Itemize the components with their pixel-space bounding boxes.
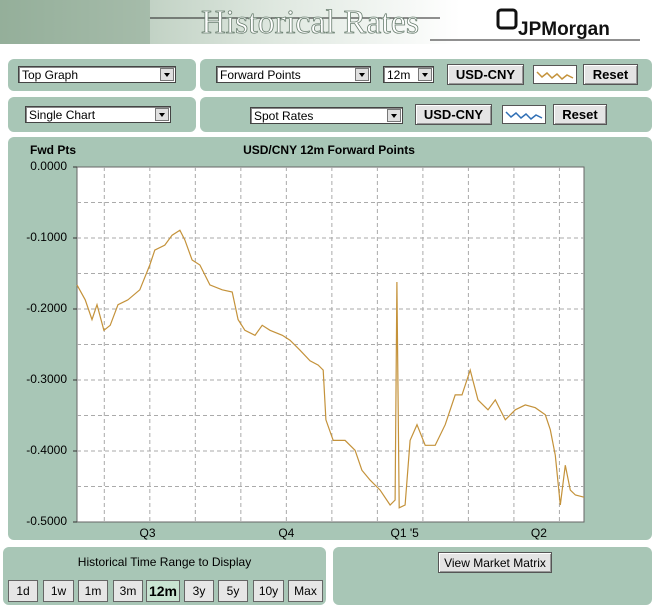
range-title: Historical Time Range to Display bbox=[77, 555, 252, 569]
y-tick-label: -0.5000 bbox=[26, 514, 67, 528]
y-tick-label: -0.2000 bbox=[26, 301, 67, 315]
y-tick-label: -0.4000 bbox=[26, 443, 67, 457]
range-button[interactable]: 3y bbox=[184, 580, 214, 602]
button[interactable]: View Market Matrix bbox=[438, 552, 552, 573]
y-axis-label: Fwd Pts bbox=[30, 143, 76, 157]
select-text: 12m bbox=[387, 68, 411, 82]
y-tick-label: 0.0000 bbox=[30, 159, 67, 173]
banner: Historical Rates JPMorgan bbox=[0, 0, 640, 44]
select-text: Forward Points bbox=[220, 68, 301, 82]
chart: USD/CNY 12m Forward Points Fwd Pts 0.000… bbox=[26, 143, 585, 540]
x-tick-label: Q4 bbox=[278, 526, 294, 540]
chart-title: USD/CNY 12m Forward Points bbox=[243, 143, 415, 157]
range-button[interactable]: 1d bbox=[8, 580, 38, 602]
button[interactable]: Reset bbox=[583, 64, 638, 85]
select[interactable]: Spot Rates bbox=[250, 107, 403, 124]
y-tick-label: -0.1000 bbox=[26, 230, 67, 244]
range-button[interactable]: 1w bbox=[43, 580, 74, 602]
range-button[interactable]: 10y bbox=[253, 580, 284, 602]
button[interactable]: USD-CNY bbox=[447, 64, 524, 85]
swatch[interactable] bbox=[502, 105, 546, 124]
select-text: Single Chart bbox=[29, 108, 96, 122]
select[interactable]: Forward Points bbox=[216, 66, 371, 83]
range-button[interactable]: 5y bbox=[218, 580, 248, 602]
x-tick-label: Q1 '5 bbox=[391, 526, 420, 540]
swatch[interactable] bbox=[533, 65, 577, 84]
range-button[interactable]: 1m bbox=[78, 580, 108, 602]
select[interactable]: Single Chart bbox=[25, 106, 171, 123]
swatch-icon bbox=[505, 111, 543, 121]
y-tick-label: -0.3000 bbox=[26, 372, 67, 386]
range-button[interactable]: 3m bbox=[113, 580, 143, 602]
line-series bbox=[76, 229, 585, 509]
select-text: Top Graph bbox=[22, 68, 79, 82]
logo: JPMorgan bbox=[518, 19, 610, 40]
range-button[interactable]: 12m bbox=[146, 580, 180, 602]
x-tick-label: Q3 bbox=[140, 526, 156, 540]
select-text: Spot Rates bbox=[254, 109, 314, 123]
x-tick-label: Q2 bbox=[531, 526, 547, 540]
range-button[interactable]: Max bbox=[288, 580, 323, 602]
swatch-icon bbox=[536, 71, 574, 81]
banner-title: Historical Rates bbox=[201, 4, 419, 41]
button[interactable]: Reset bbox=[553, 104, 607, 125]
button[interactable]: USD-CNY bbox=[415, 104, 492, 125]
select[interactable]: Top Graph bbox=[18, 66, 176, 83]
select[interactable]: 12m bbox=[383, 66, 434, 83]
